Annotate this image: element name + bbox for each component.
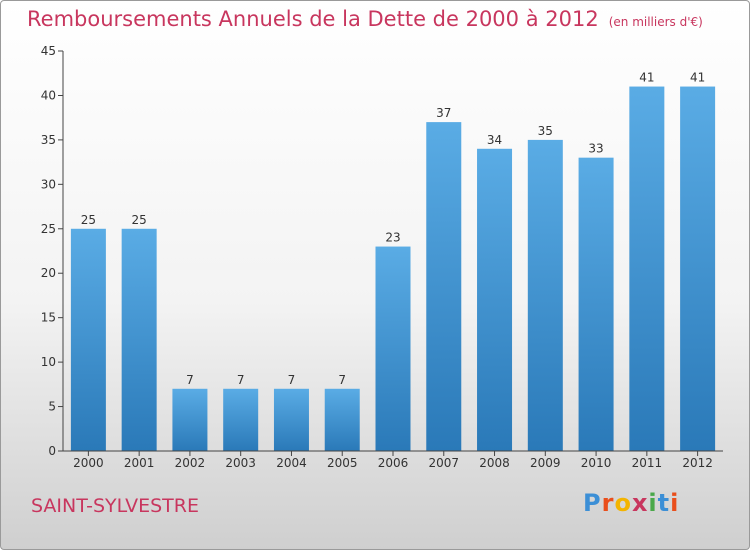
bar <box>426 122 462 451</box>
bar <box>680 86 716 452</box>
x-tick-label: 2009 <box>530 456 561 470</box>
y-tick-label: 10 <box>41 355 56 369</box>
logo-letter: P <box>583 489 602 517</box>
x-tick-label: 2012 <box>682 456 713 470</box>
bar <box>375 246 411 451</box>
y-tick-label: 20 <box>41 266 56 280</box>
bar-value-label: 7 <box>338 373 346 387</box>
x-tick-label: 2003 <box>225 456 256 470</box>
bar-value-label: 7 <box>237 373 245 387</box>
bar-value-label: 34 <box>487 133 502 147</box>
logo-letter: x <box>631 489 649 517</box>
x-tick-label: 2007 <box>428 456 459 470</box>
bar-value-label: 25 <box>132 213 147 227</box>
logo-letter: i <box>670 489 680 517</box>
bar <box>172 388 208 451</box>
y-tick-label: 5 <box>48 400 56 414</box>
bar <box>273 388 309 451</box>
proxiti-logo: Proxiti <box>583 489 679 517</box>
y-tick-label: 35 <box>41 133 56 147</box>
bar-value-label: 7 <box>288 373 296 387</box>
bar-value-label: 41 <box>690 71 705 85</box>
logo-letter: o <box>614 489 632 517</box>
logo-letter: t <box>657 489 671 517</box>
chart-title-text: Remboursements Annuels de la Dette de 20… <box>27 7 599 31</box>
y-tick-label: 30 <box>41 177 56 191</box>
bar <box>629 86 665 452</box>
y-tick-label: 45 <box>41 44 56 58</box>
bars-group: 25 25 7 7 7 7 23 37 34 35 33 41 41 <box>70 71 716 452</box>
y-tick-label: 0 <box>48 444 56 458</box>
x-axis: 2000 2001 2002 2003 2004 2005 2006 2007 2008 2009… <box>63 450 723 470</box>
x-tick-label: 2004 <box>276 456 307 470</box>
y-tick-label: 15 <box>41 311 56 325</box>
x-tick-label: 2008 <box>479 456 510 470</box>
chart-title: Remboursements Annuels de la Dette de 20… <box>27 7 703 31</box>
x-tick-label: 2005 <box>327 456 358 470</box>
x-tick-label: 2002 <box>175 456 206 470</box>
bar <box>527 139 563 451</box>
bar <box>477 148 513 451</box>
bar <box>70 228 106 451</box>
y-tick-label: 25 <box>41 222 56 236</box>
logo-letter: i <box>648 489 658 517</box>
y-axis: 0 5 10 15 20 25 30 35 40 45 <box>41 44 64 458</box>
x-tick-label: 2010 <box>581 456 612 470</box>
chart-subtitle: (en milliers d'€) <box>608 15 703 29</box>
city-name: SAINT-SYLVESTRE <box>31 495 199 517</box>
x-tick-label: 2000 <box>73 456 104 470</box>
bar-value-label: 37 <box>436 106 451 120</box>
bar-value-label: 7 <box>186 373 194 387</box>
bar-value-label: 33 <box>588 142 603 156</box>
bar <box>324 388 360 451</box>
bar <box>578 157 614 451</box>
bar <box>223 388 259 451</box>
y-tick-label: 40 <box>41 88 56 102</box>
bar-value-label: 41 <box>639 71 654 85</box>
bar-value-label: 25 <box>81 213 96 227</box>
logo-letter: r <box>601 489 615 517</box>
x-tick-label: 2001 <box>124 456 155 470</box>
x-tick-label: 2011 <box>632 456 663 470</box>
x-tick-label: 2006 <box>378 456 409 470</box>
bar-value-label: 35 <box>538 124 553 138</box>
bar-value-label: 23 <box>385 231 400 245</box>
bar <box>121 228 157 451</box>
